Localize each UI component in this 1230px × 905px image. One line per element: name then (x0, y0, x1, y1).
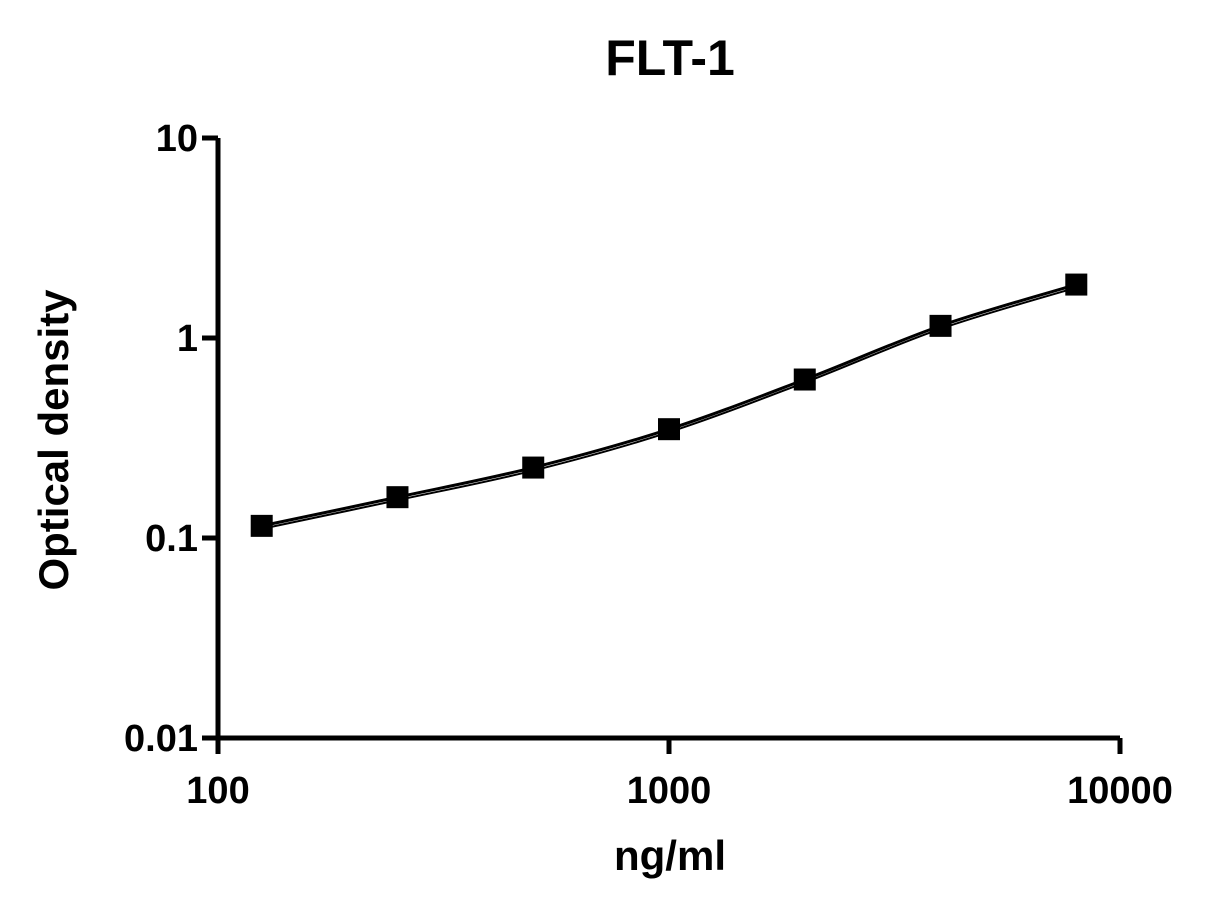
x-tick-label: 1000 (627, 770, 712, 812)
fit-curve (261, 283, 1077, 528)
data-point (386, 486, 409, 509)
data-point (1065, 273, 1088, 296)
ticks: 0.01 0.1 1 10 100 1000 10000 (124, 118, 1173, 812)
y-tick-label: 0.01 (124, 718, 198, 760)
data-point (522, 456, 545, 479)
y-tick-label: 1 (177, 318, 198, 360)
y-axis-label: Optical density (30, 289, 77, 591)
data-point (658, 418, 680, 441)
x-tick-label: 100 (186, 770, 249, 812)
data-point (250, 514, 273, 537)
x-axis-label: ng/ml (614, 832, 726, 879)
y-tick-label: 10 (156, 118, 198, 160)
data-point (793, 368, 816, 391)
fit-curve-replicate (261, 286, 1077, 530)
x-tick-label: 10000 (1067, 770, 1173, 812)
chart-title: FLT-1 (605, 30, 735, 86)
plot-area (250, 273, 1088, 537)
y-tick-label: 0.1 (145, 518, 198, 560)
data-point (929, 314, 952, 337)
